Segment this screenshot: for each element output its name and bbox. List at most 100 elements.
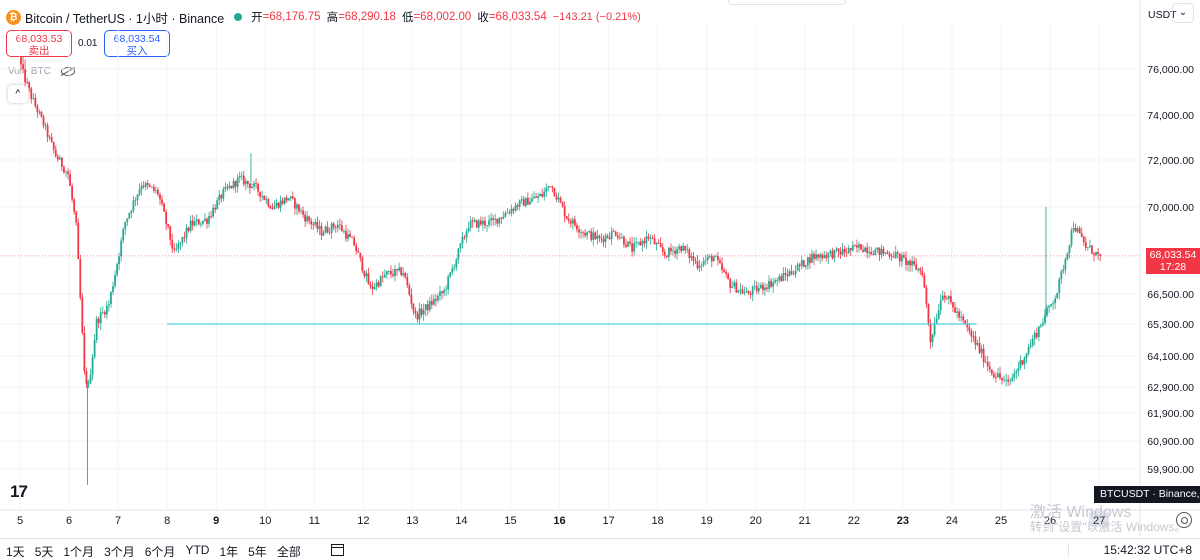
horizontal-line-layer bbox=[0, 255, 1140, 325]
candle bbox=[1044, 309, 1046, 326]
candle bbox=[1027, 343, 1030, 356]
candle bbox=[898, 253, 901, 267]
candle bbox=[420, 304, 423, 318]
candle bbox=[349, 230, 351, 238]
candle bbox=[504, 210, 507, 218]
settings-gear-icon[interactable] bbox=[1176, 512, 1192, 528]
period-6m[interactable]: 6个月 bbox=[144, 545, 176, 559]
candle bbox=[645, 230, 648, 250]
symbol-title[interactable]: Bitcoin / TetherUS · 1小时 · Binance bbox=[25, 11, 225, 26]
ohlc-close-value: =68,033.54 bbox=[488, 11, 547, 23]
candle bbox=[50, 132, 53, 143]
currency-label[interactable]: USDT bbox=[1148, 9, 1177, 21]
candle bbox=[101, 306, 104, 315]
candle bbox=[424, 304, 427, 317]
go-to-date-calendar-icon[interactable] bbox=[330, 544, 344, 556]
candle bbox=[488, 215, 490, 228]
candle bbox=[749, 290, 752, 299]
time-axis[interactable]: 5 6 7 8 9 10 11 12 13 14 15 16 17 18 19 20 21 22 23 24 25 26 2… bbox=[0, 509, 1200, 527]
candle bbox=[582, 230, 584, 238]
period-1d[interactable]: 1天 bbox=[6, 545, 25, 559]
period-5y[interactable]: 5年 bbox=[248, 545, 267, 559]
candle bbox=[623, 235, 625, 248]
candle bbox=[535, 193, 537, 199]
hide-eye-icon[interactable] bbox=[60, 67, 75, 76]
candle bbox=[565, 215, 568, 220]
candle bbox=[796, 262, 799, 272]
candle bbox=[825, 251, 828, 262]
period-1m[interactable]: 1个月 bbox=[63, 545, 95, 559]
candle bbox=[950, 290, 952, 305]
candle bbox=[786, 268, 789, 282]
candle bbox=[590, 228, 593, 242]
candle bbox=[545, 183, 548, 198]
candle bbox=[629, 237, 631, 247]
clock-timezone[interactable]: 15:42:32 UTC+8 bbox=[1103, 543, 1192, 557]
candle bbox=[937, 304, 940, 321]
candle bbox=[1031, 335, 1034, 348]
candle bbox=[310, 217, 313, 230]
candle bbox=[302, 206, 304, 219]
candle bbox=[218, 190, 221, 206]
tradingview-logo[interactable]: 17 bbox=[10, 482, 28, 501]
candle bbox=[580, 228, 582, 239]
candle bbox=[398, 262, 401, 273]
candle bbox=[618, 232, 621, 240]
candle bbox=[919, 266, 922, 276]
candle bbox=[392, 268, 394, 278]
candle bbox=[150, 186, 153, 188]
candle bbox=[680, 245, 683, 254]
candle bbox=[44, 122, 47, 130]
candle bbox=[1056, 292, 1059, 299]
candle bbox=[183, 231, 186, 243]
market-status-dot[interactable] bbox=[234, 13, 243, 21]
price-axis[interactable]: 76,000.00 74,000.00 72,000.00 70,000.00 66,5… bbox=[1139, 0, 1194, 536]
period-all[interactable]: 全部 bbox=[276, 545, 301, 559]
candle bbox=[263, 195, 266, 201]
candle bbox=[594, 231, 597, 241]
candle bbox=[835, 246, 838, 253]
candle bbox=[1019, 355, 1022, 371]
candle bbox=[473, 217, 476, 223]
period-5d[interactable]: 5天 bbox=[34, 545, 54, 559]
axis-menu-button[interactable]: ⌄ bbox=[1172, 3, 1194, 23]
period-1y[interactable]: 1年 bbox=[219, 545, 239, 559]
sell-button[interactable]: 68,033.53 卖出 bbox=[6, 30, 72, 57]
candle bbox=[682, 242, 685, 252]
candle bbox=[320, 222, 323, 241]
collapse-legend-button[interactable]: ^ bbox=[8, 85, 28, 103]
ohlc-open-value: =68,176.75 bbox=[262, 11, 321, 23]
candle bbox=[843, 245, 846, 258]
candle bbox=[841, 242, 844, 256]
candle bbox=[625, 238, 627, 249]
volume-indicator-legend[interactable]: Vol · BTC bbox=[8, 66, 75, 77]
candle bbox=[811, 249, 813, 263]
period-ytd[interactable]: YTD bbox=[185, 543, 210, 557]
candle bbox=[739, 283, 742, 295]
candle bbox=[792, 270, 795, 276]
candle bbox=[553, 187, 556, 197]
candle bbox=[757, 282, 760, 295]
candle bbox=[551, 185, 554, 193]
candle bbox=[1048, 304, 1050, 313]
candle bbox=[698, 259, 701, 272]
candle bbox=[635, 237, 638, 249]
candle bbox=[244, 177, 247, 190]
candle bbox=[285, 195, 288, 204]
candle bbox=[958, 308, 961, 322]
top-toolbar-handle[interactable] bbox=[728, 0, 846, 5]
period-3m[interactable]: 3个月 bbox=[104, 545, 135, 559]
candle bbox=[823, 250, 826, 259]
candle bbox=[719, 257, 721, 264]
candle bbox=[704, 254, 707, 265]
candle bbox=[851, 240, 854, 252]
candle bbox=[126, 218, 129, 227]
candle bbox=[676, 246, 678, 260]
candle bbox=[520, 195, 523, 204]
candle bbox=[541, 188, 544, 198]
candle bbox=[324, 224, 327, 234]
buy-button[interactable]: 68,033.54 买入 bbox=[104, 30, 170, 57]
period-selector: 1天 5天 1个月 3个月 6个月 YTD 1年 5年 全部 bbox=[6, 543, 344, 560]
candle bbox=[817, 253, 819, 261]
